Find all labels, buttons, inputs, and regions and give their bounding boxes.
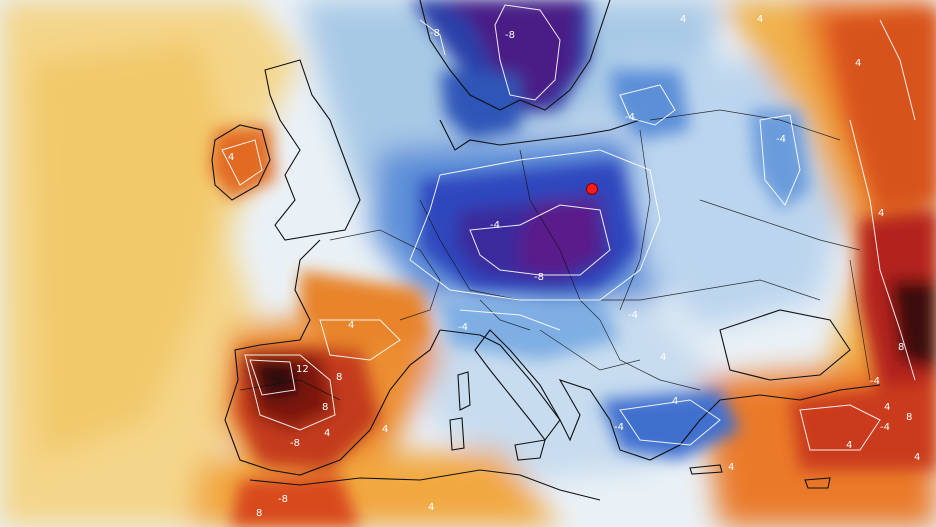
contour-label: 4: [228, 152, 234, 163]
contour-label: -4: [880, 422, 890, 433]
contour-label: 8: [906, 412, 912, 423]
contour-label: -4: [458, 322, 468, 333]
isotherm-contours: [221, 4, 916, 451]
contour-label: 4: [846, 440, 852, 451]
contour-label: 4: [348, 320, 354, 331]
contour-label: 4: [680, 14, 686, 25]
contour-labels: -8 -8 4 -4 4 4 -4 4 -8 4 -4 4 -4 4 12 8 …: [228, 14, 920, 519]
contour-label: 8: [898, 342, 904, 353]
contour-label: 4: [855, 58, 861, 69]
contour-label: -8: [290, 438, 300, 449]
contour-label: -4: [490, 220, 500, 231]
contour-label: 12: [296, 364, 309, 375]
contour-label: 8: [322, 402, 328, 413]
contour-label: 4: [660, 352, 666, 363]
contour-label: 4: [884, 402, 890, 413]
coastlines: [211, 0, 881, 501]
contour-label: -4: [776, 134, 786, 145]
anomaly-fill-detail: [210, 0, 936, 527]
contour-label: 4: [914, 452, 920, 463]
contour-label: 4: [757, 14, 763, 25]
contour-label: -4: [614, 422, 624, 433]
contour-label: 8: [256, 508, 262, 519]
contour-label: 4: [878, 208, 884, 219]
contour-label: -4: [870, 376, 880, 387]
contour-label: -4: [625, 112, 635, 123]
contour-label: -8: [278, 494, 288, 505]
contour-label: -4: [628, 310, 638, 321]
location-marker-dot: [586, 183, 598, 195]
contour-label: -8: [430, 28, 440, 39]
contour-label: 4: [324, 428, 330, 439]
contour-label: -8: [534, 272, 544, 283]
contour-label: 4: [672, 396, 678, 407]
country-borders: [239, 109, 871, 401]
contour-label: 4: [428, 502, 434, 513]
contour-label: 4: [382, 424, 388, 435]
contour-label: -8: [505, 30, 515, 41]
contour-label: 4: [728, 462, 734, 473]
contour-label: 8: [336, 372, 342, 383]
